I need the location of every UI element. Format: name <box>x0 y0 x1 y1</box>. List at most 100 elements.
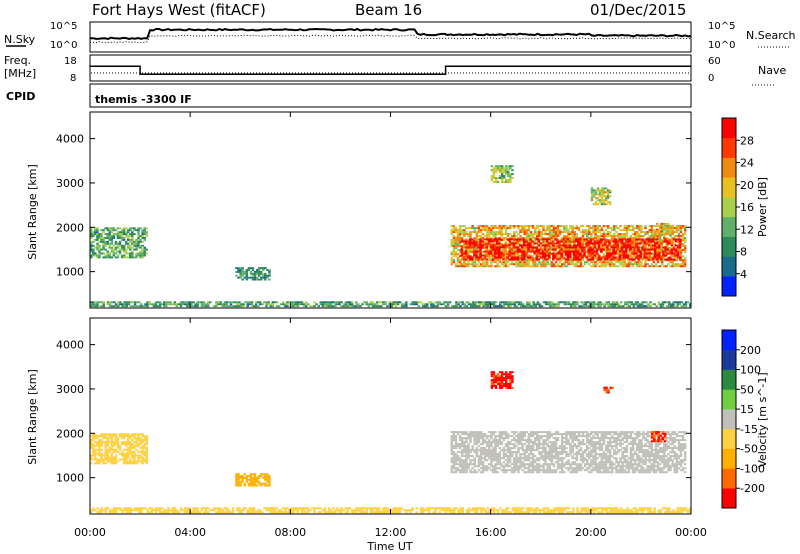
heatmap-cell <box>122 250 126 253</box>
heatmap-cell <box>284 303 287 306</box>
heatmap-cell <box>604 203 608 206</box>
heatmap-cell <box>454 251 458 254</box>
heatmap-cell <box>479 238 482 241</box>
heatmap-cell <box>116 441 120 444</box>
heatmap-cell <box>456 445 460 448</box>
heatmap-cell <box>137 450 140 453</box>
heatmap-cell <box>129 233 132 236</box>
heatmap-cell <box>498 437 501 440</box>
heatmap-cell <box>592 191 596 194</box>
heatmap-cell <box>533 469 537 472</box>
heatmap-cell <box>106 441 109 444</box>
heatmap-cell <box>98 301 101 304</box>
heatmap-cell <box>640 301 644 304</box>
heatmap-cell <box>96 460 99 463</box>
heatmap-cell <box>531 250 534 253</box>
heatmap-cell <box>525 252 528 255</box>
heatmap-cell <box>517 255 520 258</box>
heatmap-cell <box>554 245 558 248</box>
heatmap-cell <box>483 238 486 241</box>
heatmap-cell <box>515 265 518 268</box>
heatmap-cell <box>475 235 479 238</box>
heatmap-cell <box>676 238 680 241</box>
heatmap-cell <box>120 437 124 440</box>
heatmap-cell <box>450 241 454 244</box>
heatmap-cell <box>676 256 680 259</box>
heatmap-cell <box>504 471 508 474</box>
heatmap-cell <box>550 231 554 234</box>
heatmap-cell <box>498 441 501 444</box>
heatmap-cell <box>527 435 531 438</box>
heatmap-cell <box>262 269 265 271</box>
heatmap-cell <box>450 251 454 254</box>
heatmap-cell <box>496 177 500 179</box>
heatmap-cell <box>490 451 493 454</box>
heatmap-cell <box>519 225 522 228</box>
heatmap-cell <box>167 301 170 304</box>
heatmap-cell <box>494 235 497 238</box>
heatmap-cell <box>594 231 597 234</box>
heatmap-cell <box>603 305 606 308</box>
heatmap-cell <box>498 461 501 464</box>
heatmap-cell <box>506 244 509 247</box>
heatmap-cell <box>506 457 510 460</box>
heatmap-cell <box>482 301 485 304</box>
heatmap-cell <box>255 484 259 487</box>
heatmap-cell <box>491 250 495 253</box>
heatmap-cell <box>496 265 499 268</box>
heatmap-cell <box>481 447 485 450</box>
heatmap-cell <box>519 441 522 444</box>
heatmap-cell <box>592 193 596 196</box>
heatmap-cell <box>525 242 528 245</box>
heatmap-cell <box>640 303 644 306</box>
heatmap-cell <box>575 256 578 259</box>
heatmap-cell <box>596 187 600 190</box>
heatmap-cell <box>257 482 261 485</box>
heatmap-cell <box>504 229 508 232</box>
heatmap-cell <box>666 244 669 247</box>
heatmap-cell <box>602 225 606 228</box>
heatmap-cell <box>678 238 682 241</box>
heatmap-cell <box>158 303 162 306</box>
heatmap-cell <box>616 244 619 247</box>
heatmap-cell <box>104 443 107 445</box>
heatmap-cell <box>536 435 539 438</box>
heatmap-cell <box>259 301 262 304</box>
heatmap-cell <box>481 441 485 444</box>
heatmap-cell <box>492 171 496 174</box>
heatmap-cell <box>96 246 99 249</box>
heatmap-cell <box>642 235 645 238</box>
heatmap-cell <box>579 254 582 257</box>
heatmap-cell <box>394 303 398 306</box>
heatmap-cell <box>561 447 564 450</box>
heatmap-cell <box>268 480 271 483</box>
heatmap-cell <box>133 433 136 436</box>
heatmap-cell <box>298 301 302 304</box>
heatmap-cell <box>662 226 666 229</box>
heatmap-cell <box>479 252 482 255</box>
heatmap-cell <box>557 303 560 306</box>
heatmap-cell <box>504 445 508 448</box>
heatmap-cell <box>526 303 529 306</box>
heatmap-cell <box>492 449 495 452</box>
heatmap-cell <box>523 229 526 232</box>
heatmap-cell <box>525 467 529 470</box>
heatmap-cell <box>681 265 685 268</box>
heatmap-cell <box>426 303 429 306</box>
heatmap-cell <box>610 244 613 247</box>
heatmap-cell <box>469 439 472 442</box>
heatmap-cell <box>492 431 495 434</box>
heatmap-cell <box>564 254 568 257</box>
heatmap-cell <box>100 443 103 445</box>
heatmap-cell <box>500 173 504 176</box>
heatmap-cell <box>106 227 109 230</box>
heatmap-cell <box>673 235 676 238</box>
heatmap-cell <box>492 439 495 442</box>
heatmap-cell <box>683 257 687 260</box>
heatmap-cell <box>102 237 105 239</box>
heatmap-cell <box>536 265 539 268</box>
heatmap-cell <box>117 301 120 304</box>
heatmap-cell <box>452 259 456 262</box>
heatmap-cell <box>266 274 269 277</box>
heatmap-cell <box>133 229 136 232</box>
